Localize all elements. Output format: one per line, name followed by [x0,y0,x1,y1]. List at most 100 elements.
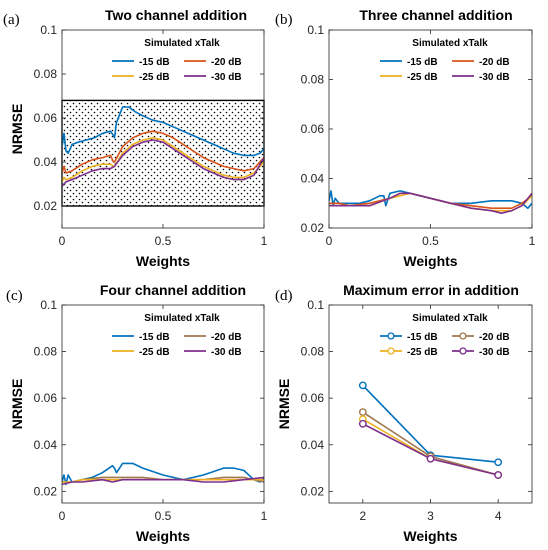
y-tick-label: 0.08 [301,73,325,87]
chart-title: Four channel addition [100,282,246,298]
y-tick-label: 0.02 [34,484,58,498]
series-line-minus15dB [62,106,264,157]
legend-marker [387,332,395,340]
legend: Simulated xTalk -15 dB -20 dB -25 dB -30 dB [112,38,242,83]
y-tick-label: 0.08 [34,67,58,81]
y-tick-label: 0.06 [301,391,325,405]
y-tick-label: 0.1 [307,298,324,312]
legend-marker [459,347,467,355]
legend-title: Simulated xTalk [144,313,220,324]
series-line-minus30dB [62,139,264,187]
y-axis-label: NRMSE [9,379,25,430]
panel-label: (d) [275,288,293,304]
legend-entry: -20 dB [479,332,510,343]
chart-title: Two channel addition [105,7,247,23]
y-tick-label: 0.1 [40,298,57,312]
legend-entry: -15 dB [407,332,438,343]
x-tick-label: 2 [359,509,366,523]
x-axis-label: Weights [403,253,457,269]
y-tick-label: 0.02 [34,199,58,213]
y-tick-label: 0.08 [301,345,325,359]
x-tick-label: 4 [495,509,502,523]
legend-entry: -20 dB [479,57,510,68]
legend: Simulated xTalk -15 dB -20 dB -25 dB -30 dB [112,313,242,358]
data-point [358,408,367,417]
series-group [329,190,532,214]
y-tick-label: 0.06 [301,122,325,136]
legend-title: Simulated xTalk [412,313,488,324]
legend: Simulated xTalk -15 dB -20 dB -25 dB -30 dB [380,313,510,358]
x-axis-label: Weights [403,528,457,544]
legend-entry: -25 dB [407,347,438,358]
x-tick-label: 0 [59,234,66,248]
chart-title: Maximum error in addition [343,282,519,298]
legend: Simulated xTalk -15 dB -20 dB -25 dB -30 dB [380,38,510,83]
plot-area [62,305,264,503]
series-line-minus15dB [62,462,264,486]
legend-entry: -20 dB [211,332,242,343]
series-group [358,381,503,479]
chart-panel-2: (b) Three channel addition 0.02 0.04 0.06 0.0… [275,7,536,269]
legend-entry: -15 dB [139,332,170,343]
x-tick-label: 0 [326,234,333,248]
y-tick-label: 0.04 [301,438,325,452]
data-point [358,419,367,428]
panel-label: (a) [3,12,20,28]
y-tick-label: 0.04 [301,172,325,186]
data-point [358,381,367,390]
legend-entry: -30 dB [479,347,510,358]
x-tick-label: 1 [529,234,536,248]
y-tick-label: 0.1 [40,23,57,37]
x-tick-label: 0.5 [155,509,172,523]
series-line-minus30dB [329,192,532,214]
series-line-minus25dB [62,137,264,183]
chart-panel-1: (a) Two channel addition 0.02 0.04 0.06 0.08 0… [3,7,268,269]
y-tick-label: 0.04 [34,155,58,169]
data-point [426,454,435,463]
y-tick-label: 0.06 [34,391,58,405]
series-group [62,462,264,486]
y-tick-label: 0.08 [34,345,58,359]
x-tick-label: 0.5 [422,234,439,248]
y-axis-label: NRMSE [276,379,292,430]
panel-label: (b) [275,12,293,28]
y-tick-label: 0.1 [307,23,324,37]
x-tick-label: 3 [427,509,434,523]
series-group [62,106,264,187]
legend-title: Simulated xTalk [412,38,488,49]
x-tick-label: 1 [261,509,268,523]
legend-entry: -20 dB [211,57,242,68]
legend-marker [387,347,395,355]
legend-entry: -25 dB [139,72,170,83]
legend-title: Simulated xTalk [144,38,220,49]
series-line-minus15dB [329,190,532,209]
series-line-minus30dB [62,476,264,486]
legend-entry: -25 dB [407,72,438,83]
y-tick-label: 0.04 [34,438,58,452]
plot-area [329,305,532,503]
legend-entry: -15 dB [407,57,438,68]
y-axis-label: NRMSE [9,104,25,155]
plot-area [329,30,532,228]
legend-entry: -30 dB [479,72,510,83]
y-tick-label: 0.06 [34,111,58,125]
chart-panel-4: (d) Maximum error in addition 0.02 0.04 0.06… [275,282,533,544]
chart-panel-3: (c) Four channel addition 0.02 0.04 0.06 0.08… [6,282,268,544]
chart-title: Three channel addition [359,7,512,23]
x-tick-label: 0.5 [155,234,172,248]
x-axis-label: Weights [136,253,190,269]
x-axis-label: Weights [136,528,190,544]
error-band [61,99,265,207]
legend-marker [459,332,467,340]
series-line-minus20dB [62,130,264,174]
panel-label: (c) [6,288,23,304]
legend-entry: -30 dB [211,347,242,358]
data-point [494,458,503,467]
y-tick-label: 0.02 [301,221,325,235]
legend-entry: -30 dB [211,72,242,83]
x-tick-label: 0 [59,509,66,523]
x-tick-label: 1 [261,234,268,248]
legend-entry: -15 dB [139,57,170,68]
data-point [494,471,503,479]
